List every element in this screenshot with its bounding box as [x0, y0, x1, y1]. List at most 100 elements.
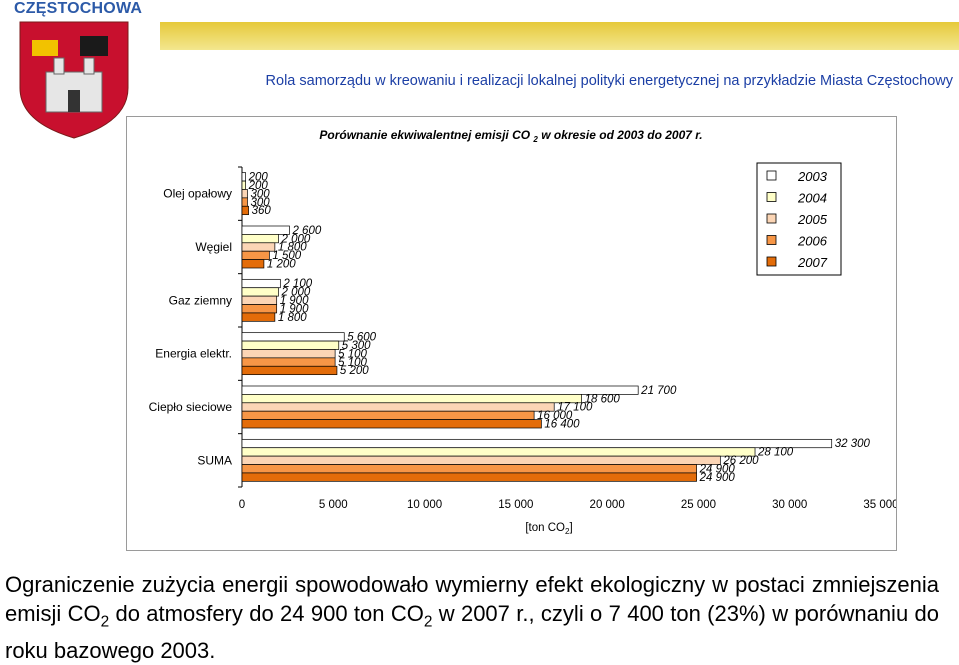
x-tick-label: 35 000 — [863, 499, 896, 511]
data-label: 26 200 — [722, 455, 759, 467]
bar-2004 — [241, 180, 247, 190]
data-label: 1 800 — [278, 242, 307, 254]
bar-2003 — [241, 278, 281, 289]
chart-title-sub: 2 — [532, 135, 538, 144]
summary-part-1: Ograniczenie zużycia energii spowodowało… — [5, 572, 939, 626]
bar-2005 — [241, 455, 721, 465]
data-label: 24 900 — [699, 463, 736, 475]
bar-2007 — [241, 205, 249, 216]
summary-part-3: w 2007 r., czyli o 7 400 ton (23%) w por… — [5, 601, 939, 664]
bar-2004 — [241, 340, 340, 350]
data-label: 17 100 — [557, 402, 593, 414]
summary-sub-2: 2 — [423, 613, 433, 631]
bar-2006 — [241, 250, 270, 260]
data-label: 200 — [248, 180, 269, 192]
category-label: Gaz ziemny — [169, 293, 232, 307]
bar-2007 — [241, 419, 542, 429]
x-tick-label: 20 000 — [590, 499, 625, 511]
data-label: 1 800 — [278, 312, 307, 324]
bar-2003 — [241, 332, 345, 342]
bar-2006 — [241, 304, 278, 314]
x-axis-label-main: [ton CO — [525, 522, 565, 534]
legend-label: 2004 — [797, 191, 827, 206]
bar-2004 — [241, 234, 279, 244]
data-label: 18 600 — [585, 393, 621, 405]
data-label: 24 900 — [699, 472, 736, 484]
data-label: 28 100 — [757, 447, 794, 459]
emissions-bar-chart: Porównanie ekwiwalentnej emisji CO 2 w o… — [149, 128, 896, 536]
x-axis-label-sub: 2 — [565, 527, 570, 536]
legend-swatch-2006 — [766, 235, 777, 245]
data-label: 300 — [250, 197, 270, 209]
x-tick-label: 10 000 — [407, 499, 442, 511]
legend-swatch-2007 — [766, 256, 777, 267]
chart-title: Porównanie ekwiwalentnej emisji CO 2 w o… — [319, 128, 702, 144]
bar-2005 — [241, 242, 276, 252]
data-label: 1 500 — [272, 250, 301, 262]
data-label: 5 100 — [338, 348, 367, 360]
legend-label: 2007 — [797, 255, 828, 270]
bar-2007 — [241, 259, 265, 269]
bar-2005 — [241, 349, 336, 359]
category-label: Węgiel — [195, 240, 232, 254]
data-label: 1 900 — [280, 303, 309, 315]
legend-swatch-2003 — [766, 170, 777, 181]
bar-2005 — [241, 295, 278, 305]
legend-swatch-2005 — [766, 213, 777, 224]
bar-2007 — [241, 472, 697, 482]
data-label: 1 200 — [267, 259, 296, 271]
legend-label: 2005 — [797, 212, 828, 227]
coat-of-arms-logo — [19, 21, 129, 139]
category-label: Olej opałowy — [163, 187, 232, 201]
data-label: 5 300 — [342, 340, 371, 352]
data-label: 5 200 — [340, 365, 369, 377]
bar-2003 — [241, 172, 247, 182]
legend-label: 2003 — [797, 169, 828, 184]
data-label: 200 — [248, 172, 269, 184]
data-label: 1 900 — [280, 295, 309, 307]
x-tick-label: 15 000 — [498, 499, 533, 511]
category-label: Ciepło sieciowe — [149, 400, 233, 414]
data-label: 2 100 — [282, 278, 312, 290]
city-name: CZĘSTOCHOWA — [14, 0, 143, 17]
bar-2004 — [241, 394, 582, 404]
x-tick-label: 5 000 — [319, 499, 348, 511]
chart-title-end: w okresie od 2003 do 2007 r. — [538, 128, 703, 142]
bar-2005 — [241, 189, 248, 199]
data-label: 2 000 — [281, 287, 311, 299]
legend-swatch-2004 — [766, 192, 777, 202]
bar-2003 — [241, 385, 639, 395]
header-band — [160, 22, 959, 50]
data-label: 16 000 — [537, 410, 573, 422]
data-label: 5 600 — [347, 332, 376, 344]
bar-2005 — [241, 402, 555, 412]
bar-2003 — [241, 438, 833, 449]
bar-2006 — [241, 197, 248, 207]
x-axis-label: [ton CO2] — [525, 522, 572, 536]
data-label: 32 300 — [835, 438, 871, 450]
bar-2006 — [241, 410, 535, 420]
x-tick-label: 0 — [239, 499, 245, 511]
data-label: 21 700 — [640, 385, 677, 397]
x-tick-label: 30 000 — [772, 499, 807, 511]
data-label: 360 — [252, 205, 272, 217]
bar-2007 — [241, 312, 276, 322]
bar-2004 — [241, 447, 756, 457]
legend-label: 2006 — [797, 234, 828, 249]
data-label: 5 100 — [338, 357, 367, 369]
x-tick-label: 25 000 — [681, 499, 716, 511]
bar-2006 — [241, 464, 697, 474]
summary-text: Ograniczenie zużycia energii spowodowało… — [5, 570, 939, 665]
summary-part-2: do atmosfery do 24 900 ton CO — [109, 601, 424, 626]
category-label: SUMA — [197, 453, 232, 467]
bar-2004 — [241, 287, 279, 297]
category-label: Energia elektr. — [155, 347, 232, 361]
chart-frame: Porównanie ekwiwalentnej emisji CO 2 w o… — [126, 116, 897, 551]
bar-2007 — [241, 365, 338, 376]
x-axis-label-end: ] — [569, 522, 572, 534]
data-label: 300 — [250, 188, 270, 200]
presentation-title: Rola samorządu w kreowaniu i realizacji … — [265, 73, 953, 89]
data-label: 2 600 — [291, 225, 321, 237]
data-label: 2 000 — [281, 233, 311, 245]
chart-title-main: Porównanie ekwiwalentnej emisji CO — [319, 128, 533, 142]
